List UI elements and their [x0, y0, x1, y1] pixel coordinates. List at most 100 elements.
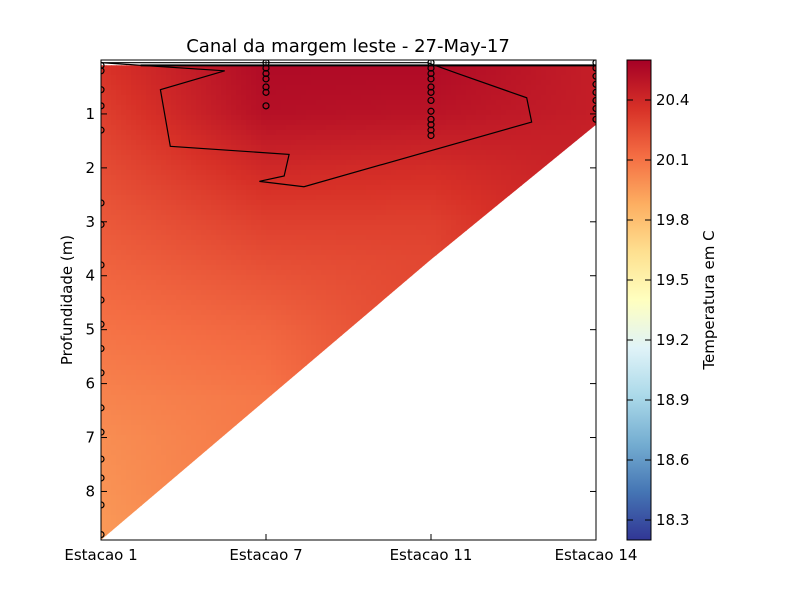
heatmap-cell	[161, 415, 167, 421]
heatmap-cell	[231, 270, 237, 276]
heatmap-cell	[301, 110, 307, 116]
heatmap-cell	[116, 290, 122, 296]
heatmap-cell	[291, 80, 297, 86]
heatmap-cell	[126, 260, 132, 266]
heatmap-cell	[126, 200, 132, 206]
heatmap-cell	[306, 200, 312, 206]
heatmap-cell	[351, 265, 357, 271]
heatmap-cell	[316, 310, 322, 316]
heatmap-cell	[181, 415, 187, 421]
heatmap-cell	[156, 485, 162, 491]
heatmap-cell	[331, 230, 337, 236]
heatmap-cell	[266, 145, 272, 151]
heatmap-cell	[151, 320, 157, 326]
heatmap-cell	[246, 340, 252, 346]
heatmap-cell	[101, 255, 107, 261]
heatmap-cell	[131, 280, 137, 286]
heatmap-cell	[131, 270, 137, 276]
heatmap-cell	[171, 370, 177, 376]
heatmap-cell	[196, 350, 202, 356]
heatmap-cell	[306, 85, 312, 91]
heatmap-cell	[146, 375, 152, 381]
heatmap-cell	[266, 235, 272, 241]
heatmap-cell	[121, 130, 127, 136]
heatmap-cell	[236, 110, 242, 116]
heatmap-cell	[191, 300, 197, 306]
heatmap-cell	[211, 155, 217, 161]
heatmap-cell	[251, 95, 257, 101]
heatmap-cell	[136, 190, 142, 196]
heatmap-cell	[226, 135, 232, 141]
heatmap-cell	[176, 410, 182, 416]
heatmap-cell	[326, 205, 332, 211]
heatmap-cell	[201, 80, 207, 86]
heatmap-cell	[181, 70, 187, 76]
heatmap-cell	[186, 110, 192, 116]
heatmap-cell	[161, 195, 167, 201]
heatmap-cell	[116, 110, 122, 116]
heatmap-cell	[106, 305, 112, 311]
heatmap-cell	[176, 165, 182, 171]
heatmap-cell	[116, 380, 122, 386]
heatmap-cell	[326, 245, 332, 251]
heatmap-cell	[246, 120, 252, 126]
heatmap-cell	[121, 295, 127, 301]
heatmap-cell	[121, 425, 127, 431]
heatmap-cell	[141, 225, 147, 231]
heatmap-cell	[111, 195, 117, 201]
heatmap-cell	[111, 140, 117, 146]
heatmap-cell	[341, 245, 347, 251]
heatmap-cell	[131, 240, 137, 246]
heatmap-cell	[336, 110, 342, 116]
heatmap-cell	[111, 440, 117, 446]
heatmap-cell	[316, 285, 322, 291]
heatmap-cell	[206, 235, 212, 241]
heatmap-cell	[256, 145, 262, 151]
heatmap-cell	[311, 220, 317, 226]
heatmap-cell	[226, 245, 232, 251]
heatmap-cell	[206, 260, 212, 266]
heatmap-cell	[276, 145, 282, 151]
heatmap-cell	[286, 120, 292, 126]
heatmap-cell	[231, 375, 237, 381]
heatmap-cell	[236, 360, 242, 366]
heatmap-cell	[171, 345, 177, 351]
heatmap-cell	[166, 250, 172, 256]
heatmap-cell	[216, 390, 222, 396]
heatmap-cell	[176, 130, 182, 136]
heatmap-cell	[156, 455, 162, 461]
heatmap-cell	[316, 125, 322, 131]
heatmap-cell	[126, 430, 132, 436]
heatmap-cell	[316, 80, 322, 86]
heatmap-cell	[191, 160, 197, 166]
heatmap-cell	[316, 300, 322, 306]
heatmap-cell	[146, 420, 152, 426]
heatmap-cell	[186, 345, 192, 351]
heatmap-cell	[171, 135, 177, 141]
heatmap-cell	[116, 90, 122, 96]
heatmap-cell	[256, 115, 262, 121]
heatmap-cell	[101, 130, 107, 136]
heatmap-cell	[181, 465, 187, 471]
heatmap-cell	[201, 185, 207, 191]
heatmap-cell	[171, 260, 177, 266]
heatmap-cell	[346, 320, 352, 326]
heatmap-cell	[111, 225, 117, 231]
heatmap-cell	[171, 245, 177, 251]
heatmap-cell	[151, 70, 157, 76]
heatmap-cell	[106, 160, 112, 166]
heatmap-cell	[166, 355, 172, 361]
heatmap-cell	[131, 160, 137, 166]
heatmap-cell	[161, 405, 167, 411]
heatmap-cell	[141, 155, 147, 161]
heatmap-cell	[186, 335, 192, 341]
heatmap-cell	[201, 115, 207, 121]
heatmap-cell	[201, 410, 207, 416]
heatmap-cell	[151, 455, 157, 461]
heatmap-cell	[116, 480, 122, 486]
heatmap-cell	[251, 205, 257, 211]
heatmap-cell	[336, 235, 342, 241]
heatmap-cell	[236, 330, 242, 336]
heatmap-cell	[171, 115, 177, 121]
heatmap-cell	[351, 230, 357, 236]
